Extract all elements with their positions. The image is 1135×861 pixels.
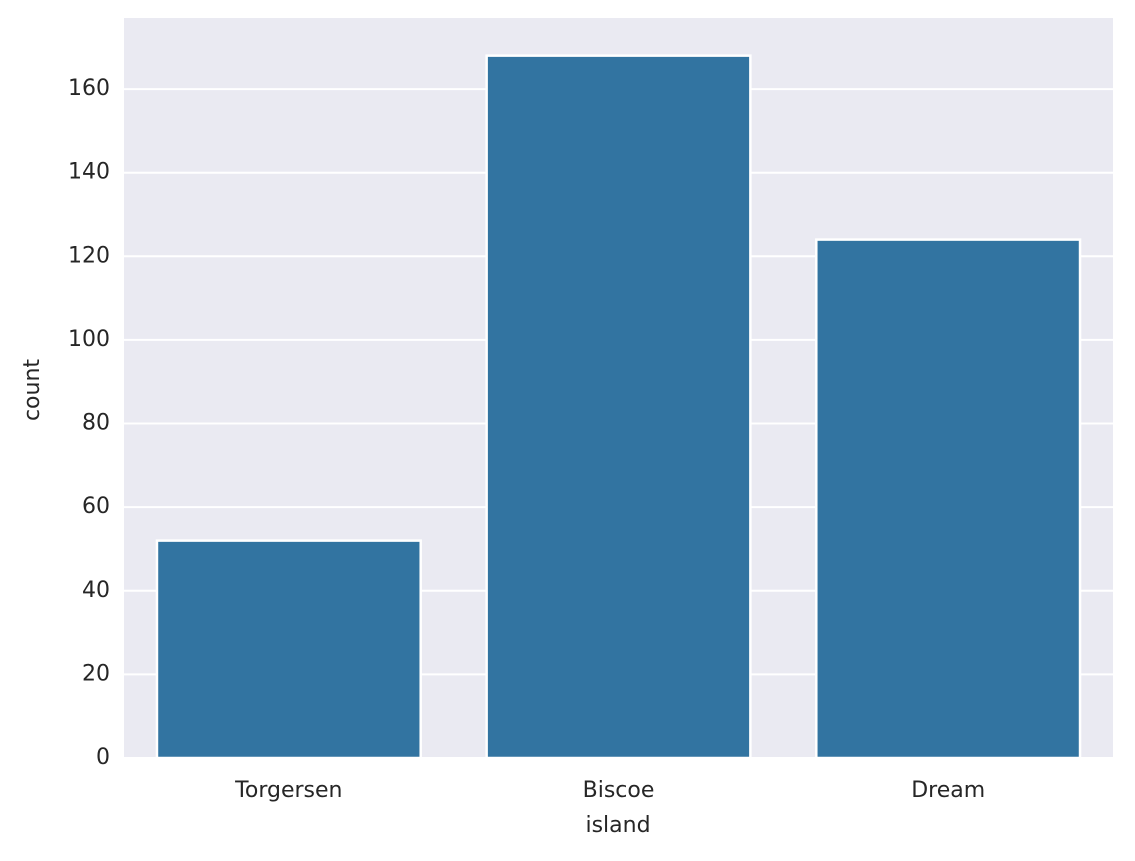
y-tick-label: 160 [68,76,110,101]
x-tick-label: Dream [911,778,985,803]
y-tick-label: 40 [82,578,110,603]
y-axis-label: count [20,359,45,421]
y-tick-label: 60 [82,494,110,519]
y-tick-label: 20 [82,661,110,686]
y-tick-label: 100 [68,327,110,352]
bar [155,539,422,760]
x-tick-label: Torgersen [234,778,342,803]
x-tick-label: Biscoe [583,778,655,803]
bar [815,238,1082,760]
y-tick-label: 80 [82,411,110,436]
y-tick-label: 0 [96,745,110,770]
y-tick-label: 140 [68,160,110,185]
x-axis-label: island [585,813,650,838]
bar [485,54,752,760]
y-tick-label: 120 [68,243,110,268]
